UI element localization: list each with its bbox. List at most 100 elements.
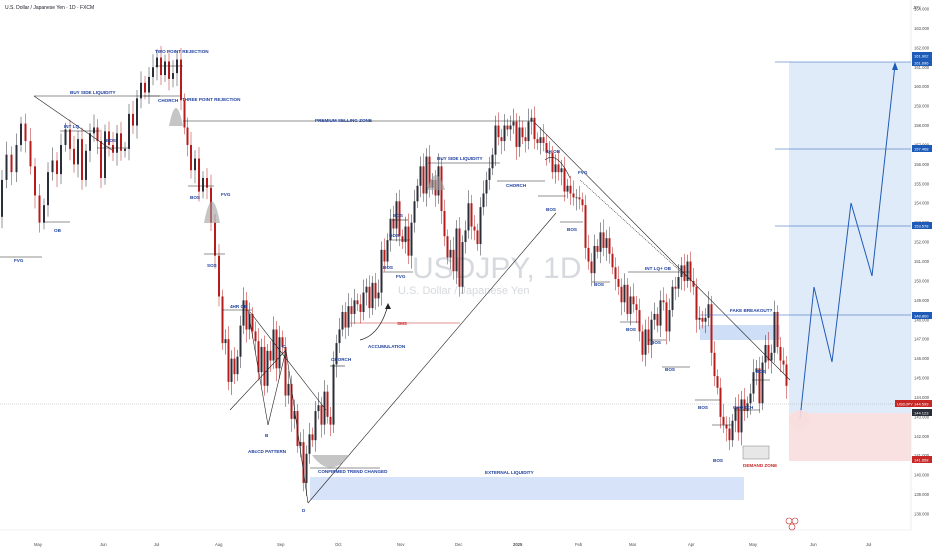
candle-body xyxy=(152,67,154,77)
candle-body xyxy=(506,125,509,130)
label-confirmed-trend-changed: CONFIRMED TREND CHANGED xyxy=(318,469,388,474)
badge-stop-text: 141.858 xyxy=(914,458,929,463)
forecast-path xyxy=(799,64,896,420)
candle-body xyxy=(701,317,704,322)
candles xyxy=(1,46,788,496)
candle-body xyxy=(260,346,263,373)
candle-body xyxy=(290,383,293,419)
label-bos-14: BOS xyxy=(756,369,766,374)
candle-body xyxy=(683,265,686,281)
candle-body xyxy=(224,339,227,344)
label-bos-8: BOS xyxy=(594,282,604,287)
candle-body xyxy=(578,197,581,200)
candle-body xyxy=(374,282,377,299)
candle-body xyxy=(728,428,731,441)
label-buy-side-liquidity-2: BUY SIDE LIQUIDITY xyxy=(437,156,483,161)
candle-body xyxy=(563,168,566,192)
candle-body xyxy=(584,205,587,248)
candle-body xyxy=(350,306,353,314)
event-icon-3[interactable] xyxy=(788,523,796,531)
candle-body xyxy=(15,144,18,173)
candle-body xyxy=(758,368,761,404)
candle-body xyxy=(356,300,359,305)
candle-body xyxy=(608,238,611,254)
candle-body xyxy=(656,313,659,326)
candle-body xyxy=(560,168,563,173)
y-tick-label: 163.000 xyxy=(914,26,930,31)
label-4hr-ob: 4HR OB xyxy=(230,304,248,309)
x-tick-label: May xyxy=(34,542,43,547)
x-tick-label: Nov xyxy=(397,542,405,547)
candle-body xyxy=(404,226,407,243)
candle-body xyxy=(452,249,455,272)
event-icon-1[interactable] xyxy=(785,517,793,525)
label-bos-10: BOS xyxy=(651,340,661,345)
candle-body xyxy=(749,393,752,404)
candle-body xyxy=(485,179,488,194)
badge-target-5 xyxy=(912,312,932,319)
candle-body xyxy=(311,434,314,441)
candle-body xyxy=(180,59,182,101)
candle-body xyxy=(722,416,725,425)
candle-body xyxy=(56,160,58,175)
candle-body xyxy=(587,247,590,262)
candle-body xyxy=(96,127,99,142)
event-icon-2[interactable] xyxy=(791,517,799,525)
candle-body xyxy=(764,345,767,363)
candle-body xyxy=(380,249,383,293)
candle-body xyxy=(365,286,368,293)
candle-body xyxy=(686,261,689,281)
candle-body xyxy=(461,242,464,287)
label-fvg-1: FVG xyxy=(14,258,24,263)
candle-body xyxy=(479,207,482,245)
candle-body xyxy=(545,143,548,153)
candle-body xyxy=(395,201,398,229)
abcd-leg-1 xyxy=(247,309,269,426)
label-ob-1: OB xyxy=(54,228,62,233)
candle-body xyxy=(494,125,497,155)
x-tick-label: Oct xyxy=(335,542,342,547)
candle-body xyxy=(689,261,692,281)
candle-body xyxy=(770,352,773,361)
candle-body xyxy=(236,356,239,375)
candle-body xyxy=(335,343,338,365)
label-chorch-3: CHORCH xyxy=(506,183,527,188)
label-fvg-3: FVG xyxy=(396,274,406,279)
candle-body xyxy=(248,313,251,330)
label-b: B xyxy=(265,433,269,438)
candle-body xyxy=(650,319,653,346)
candle-body xyxy=(725,424,728,429)
x-tick-label: Dec xyxy=(455,542,462,547)
candle-body xyxy=(116,133,118,153)
candle-body xyxy=(617,278,620,287)
candle-body xyxy=(194,158,196,171)
x-tick-label: Apr xyxy=(688,542,695,547)
candle-body xyxy=(473,226,476,231)
candle-body xyxy=(773,312,776,353)
candle-body xyxy=(743,399,746,412)
badge-current-small-text: 144.123 xyxy=(914,411,929,416)
candle-body xyxy=(132,113,134,126)
y-tick-label: 150.000 xyxy=(914,278,930,283)
label-three-point-rejection: THREE POINT REJECTION xyxy=(182,97,241,102)
candle-body xyxy=(124,148,126,151)
badge-stop xyxy=(912,456,932,463)
stop-circle xyxy=(790,410,810,430)
candle-body xyxy=(512,121,515,126)
candle-body xyxy=(202,177,204,192)
candle-body xyxy=(299,442,302,447)
badge-target-1-text: 161.902 xyxy=(914,54,929,59)
y-tick-label: 147.000 xyxy=(914,337,930,342)
y-tick-label: 158.000 xyxy=(914,123,930,128)
candle-body xyxy=(89,133,91,151)
candle-body xyxy=(60,144,62,175)
candle-body xyxy=(136,98,138,126)
candle-body xyxy=(596,245,599,252)
candle-body xyxy=(190,144,192,171)
candle-body xyxy=(112,144,114,153)
candle-body xyxy=(710,304,713,353)
label-int-lq-ob: INT LQ+ OB xyxy=(645,266,672,271)
candle-body xyxy=(500,137,503,142)
x-tick-label: 2025 xyxy=(513,542,523,547)
